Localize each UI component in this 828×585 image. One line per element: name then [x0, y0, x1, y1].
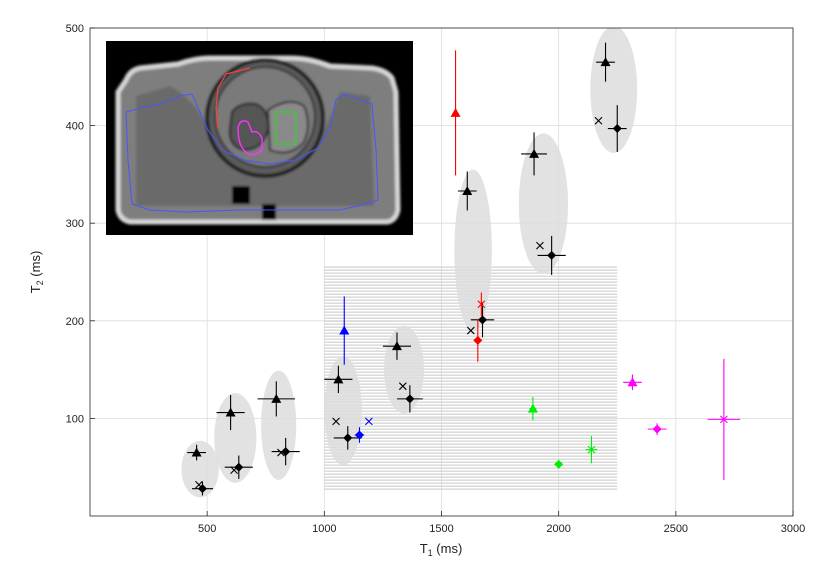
cross-marker-stroke [594, 116, 603, 125]
cluster-ellipse [518, 133, 569, 274]
triangle-point [339, 296, 350, 365]
cross-point [594, 116, 603, 125]
diamond-marker [612, 124, 622, 134]
diamond-point [470, 302, 495, 338]
cross-point [466, 326, 475, 335]
diamond-marker [478, 315, 488, 325]
cross-marker-stroke [719, 415, 728, 424]
cluster-ellipse [590, 28, 638, 153]
y-tick-label: 400 [66, 121, 84, 133]
inset-mr-image [106, 41, 413, 235]
cross-marker-stroke [587, 445, 596, 454]
diamond-point [396, 385, 423, 413]
cluster-ellipse [261, 370, 297, 480]
triangle-point [187, 444, 206, 461]
cross-point [398, 382, 407, 391]
cluster-ellipse [454, 169, 492, 332]
diamond-point [537, 235, 566, 275]
triangle-marker [462, 185, 473, 195]
triangle-marker [225, 407, 236, 417]
x-tick-label: 500 [198, 523, 216, 535]
y-axis-label: T2 (ms) [28, 251, 45, 294]
cross-marker-stroke [364, 417, 373, 426]
diamond-marker [234, 462, 244, 472]
diamond-marker [354, 430, 364, 440]
x-tick-label: 2000 [546, 523, 570, 535]
diamond-marker [547, 250, 557, 260]
cluster-ellipse [181, 440, 219, 498]
cross-marker-stroke [536, 241, 544, 250]
cross-point [364, 417, 373, 426]
cross-marker-stroke [230, 466, 239, 475]
triangle-marker [191, 447, 202, 457]
triangle-point [527, 396, 538, 421]
triangle-point [324, 365, 353, 394]
cross-marker-stroke [277, 448, 285, 457]
diamond-marker [343, 433, 353, 443]
x-axis-label: T1 (ms) [420, 541, 463, 558]
diamond-marker [554, 459, 564, 469]
triangle-marker [391, 341, 402, 351]
axis-ticks: 500 1000 1500 2000 2500 3000 100 200 300 400 500 [66, 23, 806, 535]
triangle-marker [333, 374, 344, 384]
triangle-point [521, 132, 547, 176]
triangle-marker [600, 57, 611, 67]
x-tick-label: 1000 [312, 523, 336, 535]
cluster-ellipse [214, 393, 257, 483]
diamond-point [271, 437, 300, 466]
diamond-point [607, 105, 627, 152]
triangle-marker [527, 403, 538, 413]
triangle-point [382, 332, 412, 360]
cluster-ellipse [384, 325, 424, 414]
cross-point [332, 417, 340, 426]
cross-marker-stroke [477, 300, 486, 309]
cross-point [536, 241, 544, 250]
cross-marker-stroke [398, 382, 407, 391]
triangle-marker [450, 107, 461, 117]
cross-marker-stroke [332, 417, 340, 426]
diamond-point [333, 426, 362, 450]
cross-point [477, 292, 486, 316]
triangle-marker [627, 377, 638, 387]
y-tick-label: 200 [66, 316, 84, 328]
x-tick-label: 1500 [429, 523, 453, 535]
cross-marker-stroke [195, 480, 203, 489]
y-tick-label: 500 [66, 23, 84, 35]
cross-point [277, 448, 285, 457]
triangle-point [216, 394, 245, 431]
triangle-point [623, 374, 642, 391]
triangle-marker [339, 325, 350, 335]
diamond-point [473, 318, 483, 362]
cross-point [230, 466, 239, 475]
triangle-marker [271, 393, 282, 403]
diamond-point [647, 423, 667, 435]
diamond-marker [281, 447, 291, 457]
cross-point [585, 435, 598, 464]
diamond-marker [405, 394, 415, 404]
diamond-point [224, 455, 253, 479]
x-tick-label: 3000 [781, 523, 805, 535]
cross-point [707, 358, 741, 480]
y-tick-label: 300 [66, 218, 84, 230]
diamond-point [354, 427, 365, 443]
diamond-point [554, 459, 564, 469]
cross-marker-stroke [466, 326, 475, 335]
triangle-point [257, 381, 296, 417]
data-points [187, 42, 741, 496]
diamond-marker [652, 424, 662, 434]
y-tick-label: 100 [66, 413, 84, 425]
cluster-ellipse [324, 355, 362, 466]
diamond-marker [473, 335, 483, 345]
triangle-marker [529, 148, 540, 158]
cross-point [195, 480, 203, 489]
triangle-point [596, 42, 615, 82]
triangle-point [457, 171, 477, 211]
x-tick-label: 2500 [664, 523, 688, 535]
triangle-point [450, 50, 461, 176]
